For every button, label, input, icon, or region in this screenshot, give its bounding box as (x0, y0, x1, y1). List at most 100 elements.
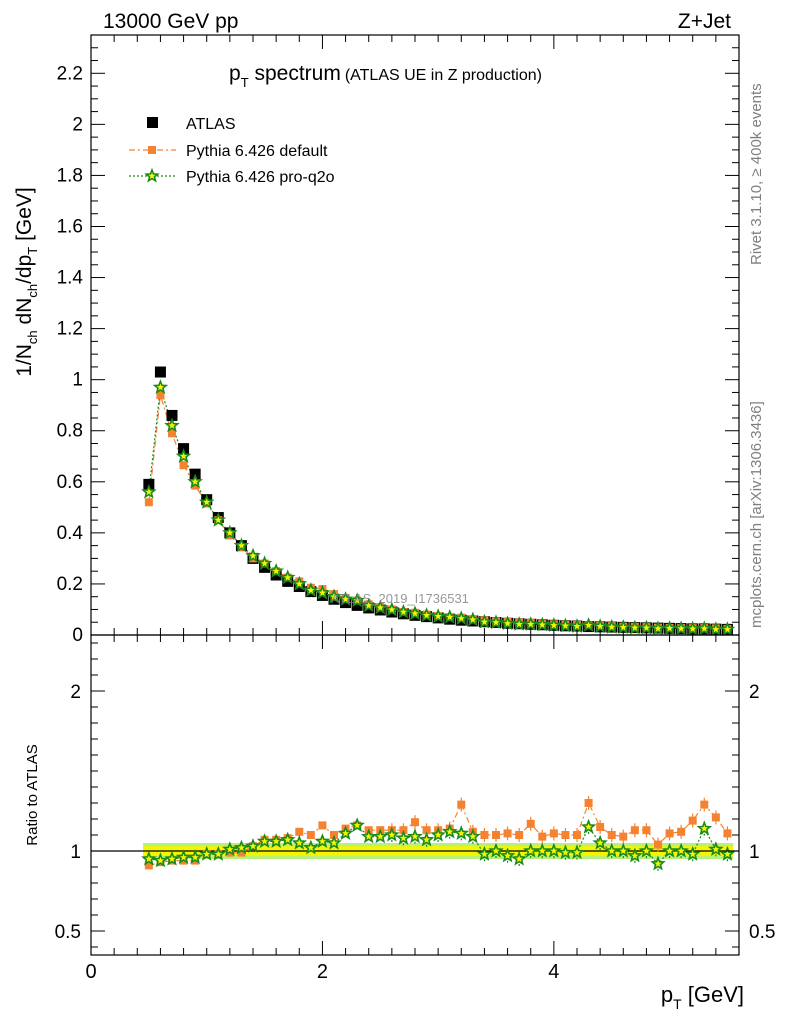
proq2o-point (430, 608, 446, 623)
ratio-default-point (677, 827, 686, 836)
legend-default-label: Pythia 6.426 default (186, 143, 328, 160)
x-tick-label: 0 (85, 961, 96, 983)
ratio-proq2o-point (661, 842, 678, 858)
ratio-proq2o-point (337, 825, 354, 841)
ratio-proq2o-point (198, 846, 215, 861)
ylabel-part-2: dN (13, 298, 36, 331)
ratio-proq2o-point (673, 842, 689, 858)
main-chart-title: pT spectrum (ATLAS UE in Z production) (229, 62, 542, 90)
ratio-default-point (237, 848, 246, 857)
proq2o-point (198, 494, 215, 509)
ratio-y-tick-label-right: 0.5 (749, 922, 775, 943)
main-y-tick-label: 0.4 (57, 523, 84, 544)
title-p: p (229, 62, 241, 85)
ratio-uncertainty-band (91, 843, 739, 859)
proq2o-point (441, 608, 458, 624)
header-process-label: Z+Jet (678, 10, 731, 33)
main-y-axis-label: 1/Nch dNch/dpT [GeV] (13, 187, 40, 377)
ratio-proq2o-point (453, 825, 470, 841)
ratio-proq2o-point (395, 830, 412, 845)
ratio-proq2o-point (522, 842, 539, 858)
ratio-x-ticks: 0 2 4 (85, 635, 740, 983)
default-point (191, 481, 200, 490)
proq2o-point (360, 597, 377, 613)
proq2o-point (326, 588, 342, 604)
legend-atlas-marker (147, 117, 158, 128)
xlabel-p: p (661, 982, 673, 1007)
default-point (179, 461, 188, 470)
ylabel-sub-1: ch (25, 330, 40, 344)
ratio-default-point (665, 829, 674, 838)
ratio-proq2o-point (210, 846, 227, 861)
ratio-proq2o-point (141, 850, 157, 866)
ratio-default-point (619, 832, 628, 841)
ratio-series-points (141, 796, 736, 871)
mcplots-label: mcplots.cern.ch [arXiv:1306.3436] (748, 401, 765, 628)
ratio-proq2o-point (627, 847, 643, 863)
ratio-proq2o-point (222, 841, 238, 857)
ratio-default-point (723, 829, 732, 838)
ratio-proq2o-point (499, 847, 516, 863)
ratio-proq2o-point (326, 834, 342, 850)
ratio-default-point (526, 819, 535, 828)
ratio-proq2o-point (684, 846, 701, 861)
ratio-default-point (688, 816, 697, 825)
proq2o-point (152, 379, 169, 394)
main-y-tick-label: 0 (72, 625, 83, 646)
ratio-proq2o-point (164, 850, 180, 866)
title-spectrum: spectrum (249, 62, 341, 85)
legend: ATLAS Pythia 6.426 default Pythia 6.426 … (129, 116, 335, 186)
x-tick-label: 4 (548, 961, 559, 983)
analysis-watermark: ATLAS_2019_I1736531 (331, 591, 469, 606)
main-panel: 0 0.2 0.4 0.6 0.8 1 1.2 1.4 1.6 1.8 2 2.2 ATLAS_201… (13, 34, 740, 646)
ylabel-sub-2: ch (25, 284, 40, 298)
main-y-tick-label: 1.6 (57, 216, 83, 237)
proq2o-point (372, 599, 389, 615)
main-y-tick-label: 0.6 (57, 472, 83, 493)
ratio-default-point (607, 831, 616, 839)
ratio-y-tick-label-right: 1 (749, 842, 760, 863)
default-point (168, 429, 176, 438)
ratio-default-point (480, 831, 489, 839)
ratio-default-point (700, 800, 709, 809)
ratio-proq2o-point (534, 842, 551, 858)
xlabel-unit: [GeV] (682, 982, 744, 1007)
proq2o-point (511, 616, 527, 631)
proq2o-point (592, 618, 608, 633)
atlas-data-point (351, 599, 363, 611)
main-y-tick-label: 1.4 (57, 268, 84, 289)
main-y-tick-label: 2 (72, 114, 83, 135)
ratio-proq2o-point (245, 838, 261, 853)
proq2o-point (349, 592, 365, 608)
ratio-proq2o-point (291, 834, 308, 850)
main-y-tick-label: 1 (72, 370, 83, 391)
main-y-tick-label: 2.2 (57, 63, 83, 84)
ratio-default-point (549, 829, 558, 838)
ratio-proq2o-point (175, 849, 192, 865)
proq2o-point (696, 620, 713, 636)
proq2o-point (453, 610, 470, 626)
proq2o-point (303, 582, 319, 597)
ratio-proq2o-point (557, 844, 574, 860)
legend-proq2o-label: Pythia 6.426 pro-q2o (186, 169, 335, 186)
ratio-y-tick-label-right: 2 (749, 682, 760, 703)
proq2o-point (488, 614, 504, 630)
ratio-proq2o-point (268, 833, 284, 849)
proq2o-point (407, 605, 423, 621)
x-tick-label: 2 (317, 961, 328, 983)
ratio-default-point (306, 831, 315, 839)
ratio-default-point (411, 818, 419, 827)
ratio-default-point (596, 823, 605, 831)
ratio-proq2o-point (372, 828, 389, 844)
ratio-y-tick-label: 0.5 (55, 922, 81, 943)
ratio-default-point (654, 840, 662, 849)
ratio-default-point (515, 831, 524, 839)
proq2o-point (233, 537, 250, 553)
proq2o-point (337, 591, 354, 606)
proq2o-point (418, 607, 435, 622)
ylabel-sub-3: T (25, 247, 40, 255)
proq2o-point (684, 620, 701, 636)
rivet-label: Rivet 3.1.10, ≥ 400k events (748, 83, 765, 265)
main-y-tick-label: 0.2 (57, 574, 83, 595)
